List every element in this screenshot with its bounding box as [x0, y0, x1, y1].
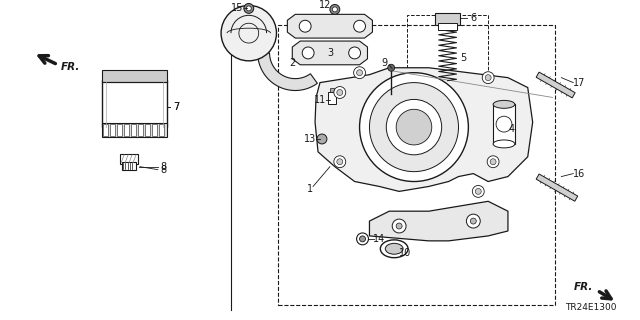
Circle shape	[334, 86, 346, 99]
Circle shape	[369, 83, 458, 172]
Circle shape	[246, 6, 252, 11]
Polygon shape	[292, 41, 367, 65]
Bar	[102, 80, 166, 127]
Circle shape	[354, 67, 365, 79]
Bar	[102, 70, 166, 82]
Bar	[138, 124, 143, 136]
Bar	[117, 124, 122, 136]
Ellipse shape	[493, 100, 515, 108]
Circle shape	[337, 159, 343, 165]
Circle shape	[360, 236, 365, 242]
Polygon shape	[536, 174, 578, 201]
Circle shape	[496, 116, 512, 132]
Circle shape	[472, 186, 484, 197]
Text: 8: 8	[161, 165, 167, 175]
Text: 16: 16	[573, 169, 586, 179]
Circle shape	[396, 109, 432, 145]
Text: 13: 13	[304, 134, 316, 144]
Text: TR24E1300: TR24E1300	[565, 303, 617, 312]
Circle shape	[396, 223, 402, 229]
Text: 11: 11	[314, 95, 326, 105]
Text: 17: 17	[573, 77, 586, 88]
Circle shape	[317, 134, 327, 144]
Text: FR.: FR.	[61, 62, 80, 72]
Text: 9: 9	[381, 58, 387, 68]
Polygon shape	[536, 72, 575, 98]
Bar	[328, 92, 336, 104]
Bar	[102, 123, 166, 137]
Bar	[438, 23, 458, 30]
Bar	[435, 13, 460, 25]
Polygon shape	[315, 68, 532, 191]
Circle shape	[392, 219, 406, 233]
Bar	[330, 88, 334, 92]
Bar	[145, 124, 150, 136]
Text: 8: 8	[161, 162, 167, 172]
Circle shape	[332, 7, 337, 12]
Text: 3: 3	[327, 48, 333, 58]
Circle shape	[356, 70, 362, 76]
Text: 15: 15	[231, 4, 243, 13]
Bar	[131, 124, 136, 136]
Circle shape	[330, 4, 340, 14]
Text: FR.: FR.	[573, 282, 593, 292]
Text: 5: 5	[460, 53, 467, 63]
Circle shape	[302, 47, 314, 59]
Bar	[152, 124, 157, 136]
Ellipse shape	[385, 243, 403, 254]
Circle shape	[467, 214, 480, 228]
Ellipse shape	[380, 240, 408, 258]
Circle shape	[387, 100, 442, 155]
Circle shape	[487, 156, 499, 168]
Text: 7: 7	[173, 102, 180, 112]
Text: 7: 7	[173, 102, 180, 112]
Text: 12: 12	[319, 0, 331, 11]
Text: 14: 14	[373, 234, 385, 244]
Circle shape	[485, 75, 491, 81]
Polygon shape	[369, 201, 508, 241]
Circle shape	[482, 72, 494, 84]
Text: 4: 4	[509, 124, 515, 134]
Circle shape	[356, 233, 369, 245]
Ellipse shape	[493, 140, 515, 148]
Bar	[407, 15, 488, 92]
Bar	[104, 124, 108, 136]
Bar	[124, 124, 129, 136]
Bar	[493, 104, 515, 144]
Bar	[278, 25, 556, 305]
Circle shape	[388, 64, 395, 71]
Polygon shape	[287, 14, 372, 38]
Text: 10: 10	[399, 248, 411, 258]
Circle shape	[476, 188, 481, 194]
Bar	[110, 124, 115, 136]
Circle shape	[354, 20, 365, 32]
Bar	[120, 154, 138, 164]
Circle shape	[470, 218, 476, 224]
Circle shape	[221, 5, 276, 61]
Circle shape	[349, 47, 360, 59]
Circle shape	[490, 159, 496, 165]
Circle shape	[334, 156, 346, 168]
Circle shape	[360, 73, 468, 181]
Polygon shape	[258, 53, 317, 91]
Circle shape	[300, 20, 311, 32]
Bar	[122, 162, 136, 170]
Text: 6: 6	[470, 13, 476, 23]
Circle shape	[337, 90, 343, 95]
Text: 2: 2	[289, 58, 296, 68]
Circle shape	[244, 4, 253, 13]
Bar	[159, 124, 164, 136]
Text: 1: 1	[307, 184, 313, 195]
